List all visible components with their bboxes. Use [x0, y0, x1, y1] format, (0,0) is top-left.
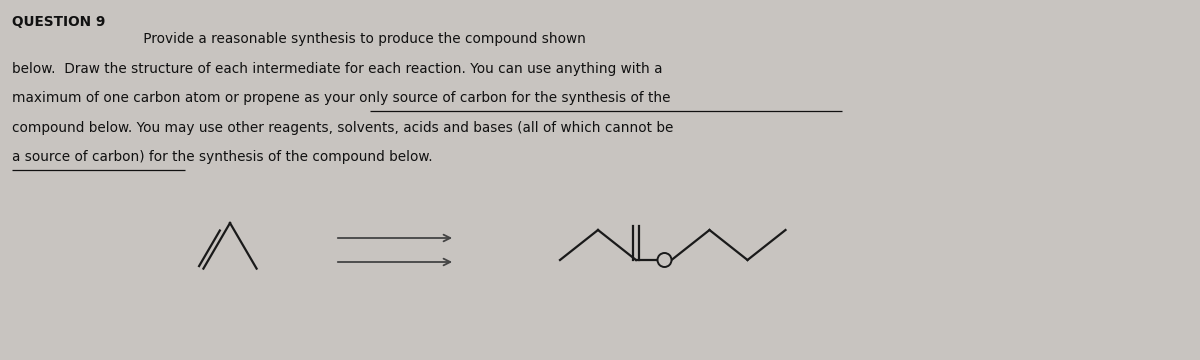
Text: Provide a reasonable synthesis to produce the compound shown: Provide a reasonable synthesis to produc… [12, 32, 586, 46]
Text: below.  Draw the structure of each intermediate for each reaction. You can use a: below. Draw the structure of each interm… [12, 62, 662, 76]
Text: QUESTION 9: QUESTION 9 [12, 15, 106, 29]
Text: a source of carbon) for the synthesis of the compound below.: a source of carbon) for the synthesis of… [12, 150, 433, 164]
Circle shape [658, 253, 672, 267]
Text: maximum of one carbon atom or propene as your only source of carbon for the synt: maximum of one carbon atom or propene as… [12, 91, 671, 105]
Text: compound below. You may use other reagents, solvents, acids and bases (all of wh: compound below. You may use other reagen… [12, 121, 673, 135]
